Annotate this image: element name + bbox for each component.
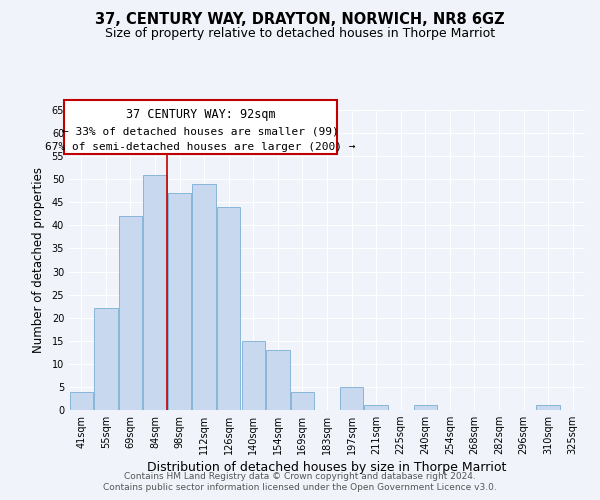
Bar <box>340 387 363 410</box>
Bar <box>413 406 437 410</box>
Text: Contains HM Land Registry data © Crown copyright and database right 2024.: Contains HM Land Registry data © Crown c… <box>124 472 476 481</box>
Text: 67% of semi-detached houses are larger (200) →: 67% of semi-detached houses are larger (… <box>46 142 356 152</box>
Y-axis label: Number of detached properties: Number of detached properties <box>32 167 44 353</box>
Text: 37, CENTURY WAY, DRAYTON, NORWICH, NR8 6GZ: 37, CENTURY WAY, DRAYTON, NORWICH, NR8 6… <box>95 12 505 28</box>
Text: Contains public sector information licensed under the Open Government Licence v3: Contains public sector information licen… <box>103 484 497 492</box>
Bar <box>536 406 560 410</box>
Bar <box>70 392 93 410</box>
Bar <box>143 174 167 410</box>
Bar <box>119 216 142 410</box>
Bar <box>266 350 290 410</box>
Bar <box>193 184 216 410</box>
Bar <box>168 193 191 410</box>
Text: ← 33% of detached houses are smaller (99): ← 33% of detached houses are smaller (99… <box>62 127 339 137</box>
Bar <box>291 392 314 410</box>
Text: 37 CENTURY WAY: 92sqm: 37 CENTURY WAY: 92sqm <box>126 108 275 121</box>
Bar <box>94 308 118 410</box>
Bar <box>242 341 265 410</box>
FancyBboxPatch shape <box>64 100 337 154</box>
X-axis label: Distribution of detached houses by size in Thorpe Marriot: Distribution of detached houses by size … <box>148 462 506 474</box>
Bar <box>217 207 241 410</box>
Text: Size of property relative to detached houses in Thorpe Marriot: Size of property relative to detached ho… <box>105 28 495 40</box>
Bar <box>364 406 388 410</box>
